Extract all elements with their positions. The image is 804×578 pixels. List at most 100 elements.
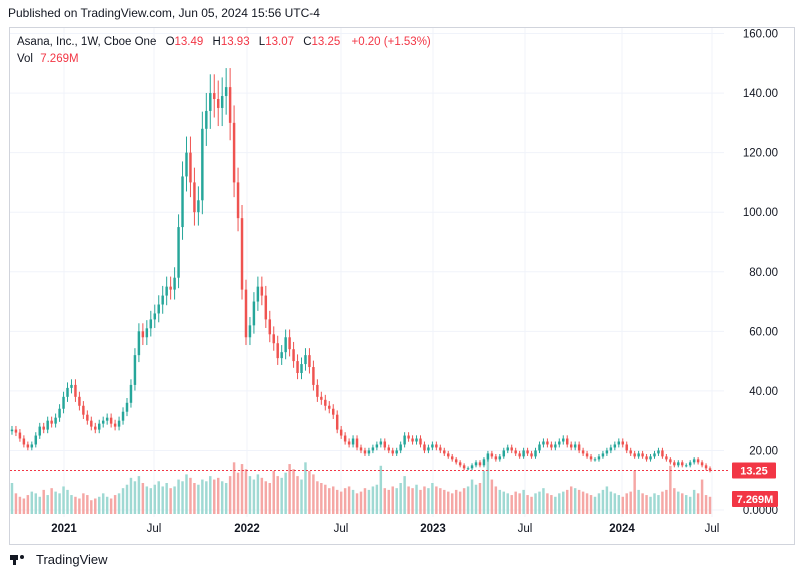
candle-body [359,447,363,451]
volume-bar [101,493,105,514]
candle [185,136,188,192]
volume-bar [435,486,438,514]
candle-body [66,387,69,397]
candle-body [30,444,34,448]
candle-body [486,453,490,460]
volume-bar [70,495,73,514]
candle-body [534,450,537,457]
candle-body [637,453,640,457]
volume-bar [502,491,506,514]
y-axis: 160.00 140.00 120.00 100.00 80.00 60.00 40.00 2… [743,29,778,518]
candle-body [98,423,101,430]
volume-bar [692,489,696,514]
candle [272,326,275,351]
candle [399,441,402,454]
candle-body [569,444,573,448]
volume-legend-value: 7.269M [40,53,79,65]
candle-body [82,405,85,415]
candle [367,447,371,456]
volume-bar [677,491,680,514]
candle [137,323,141,363]
candle-body [312,367,315,385]
candle [482,457,486,468]
volume-bar [10,483,14,514]
candle [554,441,557,451]
candle-body [673,462,676,466]
candle-body [149,319,153,329]
candle-body [125,402,129,412]
candle-body [74,384,77,397]
candle [379,438,383,448]
volume-bar [240,464,244,514]
volume-bar [391,486,394,514]
candle [419,435,422,448]
volume-bar [645,495,648,514]
candle-body [585,453,589,457]
volume-bar [276,476,279,514]
volume-bar [216,477,220,514]
candle-body [240,218,244,290]
volume-bar [256,474,260,514]
candle [113,419,117,431]
candle [478,460,482,468]
volume-bar [169,488,172,514]
last-price-badge-bg [732,462,776,479]
candle [90,416,93,431]
candle-body [272,334,275,344]
volume-bar [474,484,478,514]
volume-bar [347,486,351,514]
candle-body [363,450,367,454]
footer-brand[interactable]: TradingView [10,552,108,567]
volume-bar [288,464,291,514]
candle-body [201,128,204,201]
candle-body [113,423,117,427]
candle-body [173,277,176,290]
volume-bar [121,488,125,514]
candle [589,453,593,462]
candle [696,457,700,465]
legend: Asana, Inc., 1W, Cboe One O13.49 H13.93 … [17,34,431,68]
volume-bar [141,483,145,514]
candle-body [209,93,212,111]
candle [153,304,156,328]
candle [133,348,137,391]
volume-bar [363,488,367,514]
volume-bar [415,484,418,514]
candle [470,463,474,471]
candle-body [482,459,486,466]
volume-bar [312,474,315,514]
candle-body [46,420,49,430]
candle-body [296,361,299,374]
volume-bar [641,493,644,514]
candle [46,416,49,434]
volume-bar [427,488,430,514]
candle [486,450,490,462]
candle [66,382,69,402]
candle [526,447,529,456]
volume-bar [542,488,545,514]
volume-bar [268,483,272,514]
candle-body [470,465,474,469]
candle [522,447,525,459]
candle-body [141,331,145,338]
candle [609,444,613,454]
candle-body [474,462,478,466]
candle-body [649,456,652,460]
volume-bar [700,479,704,514]
volume-bar [284,472,287,514]
candle-body [518,453,521,457]
candle-body [613,444,617,448]
candle [665,453,668,462]
y-tick-label: 100.00 [743,207,778,219]
candle [538,441,541,454]
candle-body [415,438,418,442]
volume-bar [335,489,339,514]
volume-bar [18,496,22,514]
candle [240,205,244,300]
volume-bar [296,476,299,514]
candle [165,276,168,306]
candle [458,460,462,468]
candle-body [633,453,636,457]
candle [308,348,311,374]
